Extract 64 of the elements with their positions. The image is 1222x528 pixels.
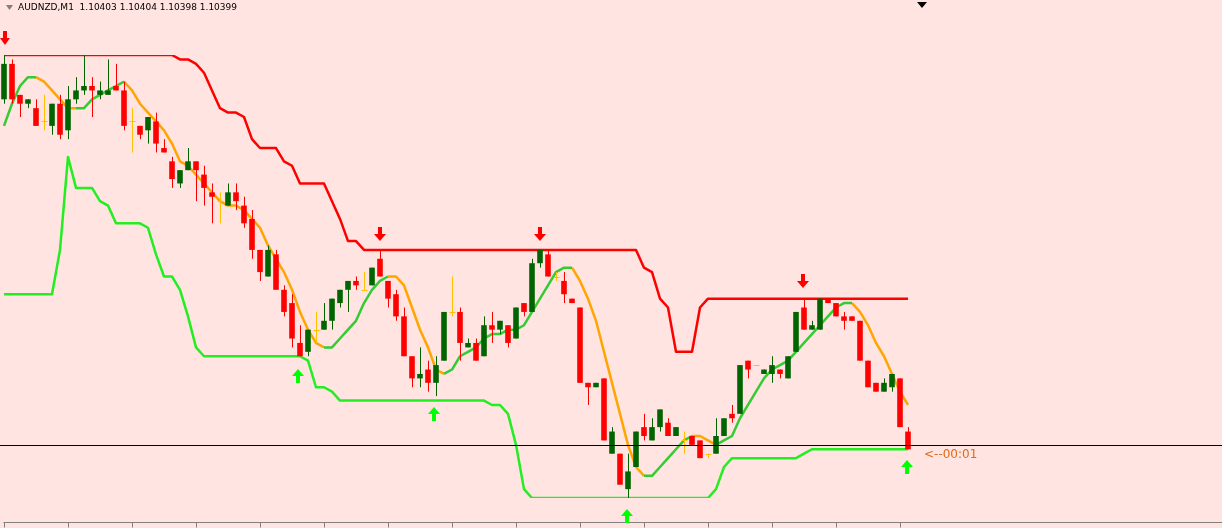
candlestick	[361, 271, 368, 291]
candlestick	[825, 298, 831, 304]
candlestick	[97, 81, 103, 100]
candlestick	[121, 81, 127, 131]
candlestick	[737, 364, 743, 415]
candlestick	[545, 249, 551, 277]
candlestick	[569, 298, 575, 304]
candlestick	[489, 311, 495, 344]
candlestick	[25, 98, 31, 109]
candlestick	[385, 280, 391, 309]
candlestick	[529, 258, 535, 313]
candlestick	[193, 160, 199, 202]
ref-line-label: <--00:01	[924, 446, 978, 461]
candlestick	[233, 182, 239, 211]
candlestick	[857, 320, 863, 362]
candlestick	[521, 302, 527, 317]
candlestick	[841, 311, 847, 331]
candlestick	[377, 249, 383, 277]
candlestick	[681, 431, 688, 455]
candlestick	[897, 377, 903, 428]
candlestick	[721, 417, 727, 437]
candlestick	[273, 249, 279, 291]
candlestick	[865, 360, 871, 388]
candlestick	[673, 426, 679, 437]
candlestick	[473, 338, 479, 362]
candlestick	[449, 276, 456, 317]
candlestick	[433, 355, 439, 397]
candlestick	[369, 267, 375, 286]
candlestick	[137, 125, 143, 140]
candlestick	[745, 360, 751, 379]
candlestick	[689, 435, 695, 446]
candlestick	[793, 311, 799, 353]
candlestick	[209, 182, 215, 224]
candlestick	[657, 408, 663, 433]
candlestick	[185, 147, 191, 171]
candlestick	[769, 355, 775, 384]
candlestick	[153, 112, 159, 153]
candlestick	[225, 182, 231, 207]
candlestick	[441, 311, 447, 362]
candlestick	[289, 293, 295, 348]
candlestick	[593, 382, 599, 388]
candlestick	[33, 98, 39, 127]
candlestick	[513, 307, 519, 340]
candlestick	[17, 94, 23, 118]
candlestick	[505, 324, 511, 348]
candlestick	[881, 377, 887, 393]
candlestick	[313, 311, 320, 344]
candlestick	[809, 320, 815, 331]
candlestick	[41, 94, 48, 131]
candlestick	[497, 320, 503, 335]
candlestick	[849, 315, 855, 322]
candlestick	[129, 107, 136, 153]
candlestick	[401, 307, 407, 357]
candlestick	[265, 244, 271, 277]
candlestick	[345, 280, 351, 313]
candlestick	[169, 156, 175, 189]
candlestick	[73, 76, 79, 105]
candlestick	[217, 191, 224, 224]
candlestick	[873, 382, 879, 393]
candlestick	[105, 58, 111, 96]
chart-title: AUDNZD,M1 1.10403 1.10404 1.10398 1.10399	[18, 2, 238, 13]
candlestick	[641, 413, 647, 441]
candlestick	[625, 453, 631, 499]
candlestick	[321, 302, 327, 331]
